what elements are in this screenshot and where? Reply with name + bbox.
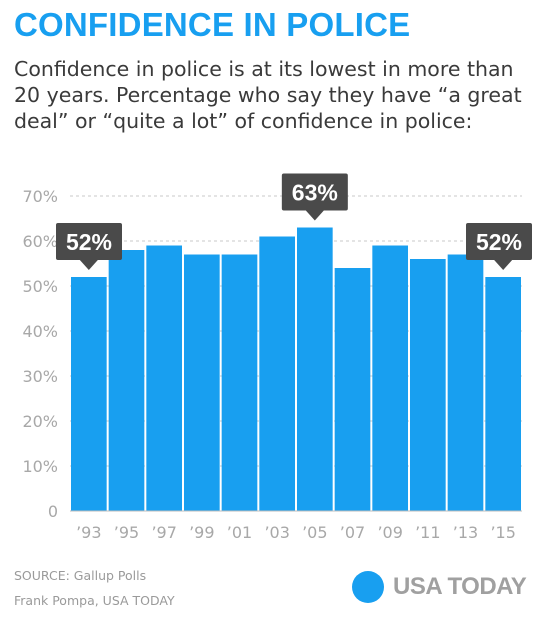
x-tick-label: ’99 <box>189 523 214 542</box>
callout-pointer <box>494 260 513 270</box>
callout-label: 63% <box>292 180 338 206</box>
x-tick-label: ’09 <box>377 523 402 542</box>
bar <box>485 277 521 511</box>
bar <box>259 236 295 511</box>
logo-text: USA TODAY <box>393 573 527 600</box>
callout-pointer <box>305 210 324 221</box>
y-tick-label: 0 <box>48 502 58 521</box>
bar <box>372 245 408 511</box>
callouts: 52% 63% 52% <box>56 173 532 270</box>
bar <box>108 250 145 511</box>
callout-label: 52% <box>476 229 522 255</box>
x-tick-label: ’95 <box>114 523 139 542</box>
credit-note: Frank Pompa, USA TODAY <box>14 593 175 608</box>
y-tick-label: 70% <box>22 187 58 206</box>
callout-label: 52% <box>66 229 112 255</box>
usa-today-logo: USA TODAY <box>352 571 527 603</box>
x-tick-label: ’05 <box>302 523 327 542</box>
x-tick-label: ’01 <box>227 523 252 542</box>
callout: 63% <box>281 173 348 221</box>
callout: 52% <box>466 223 532 270</box>
chart-title: CONFIDENCE IN POLICE <box>14 6 411 43</box>
y-tick-label: 10% <box>22 457 58 476</box>
bar <box>184 254 220 511</box>
bar-chart: 0 10% 20% 30% 40% 50% 60% 70% ’93 ’95 ’97 ’99 ’01 ’03… <box>22 173 532 542</box>
x-tick-label: ’97 <box>151 523 176 542</box>
x-tick-label: ’93 <box>76 523 101 542</box>
callout-box <box>56 223 122 260</box>
bar <box>146 245 182 511</box>
callout-box <box>466 223 532 260</box>
callout-pointer <box>79 260 98 270</box>
x-tick-label: ’11 <box>415 523 440 542</box>
y-tick-label: 40% <box>22 322 58 341</box>
bar <box>71 277 107 511</box>
bar <box>334 268 371 511</box>
bar <box>447 254 484 511</box>
y-tick-label: 20% <box>22 412 58 431</box>
x-tick-label: ’15 <box>490 523 515 542</box>
bar <box>221 254 258 511</box>
bars <box>71 227 521 511</box>
callout: 52% <box>56 223 122 270</box>
bar <box>297 227 333 511</box>
bar <box>410 259 446 511</box>
x-tick-label: ’13 <box>453 523 478 542</box>
source-note: SOURCE: Gallup Polls <box>14 568 147 583</box>
x-tick-label: ’07 <box>340 523 365 542</box>
axes: 0 10% 20% 30% 40% 50% 60% 70% ’93 ’95 ’97 ’99 ’01 ’03… <box>22 187 522 542</box>
callout-box <box>281 173 348 211</box>
y-tick-label: 50% <box>22 277 58 296</box>
y-tick-label: 30% <box>22 367 58 386</box>
chart-subtitle: Confidence in police is at its lowest in… <box>14 57 522 133</box>
y-tick-label: 60% <box>22 232 58 251</box>
x-tick-label: ’03 <box>264 523 289 542</box>
logo-dot-icon <box>352 571 384 603</box>
